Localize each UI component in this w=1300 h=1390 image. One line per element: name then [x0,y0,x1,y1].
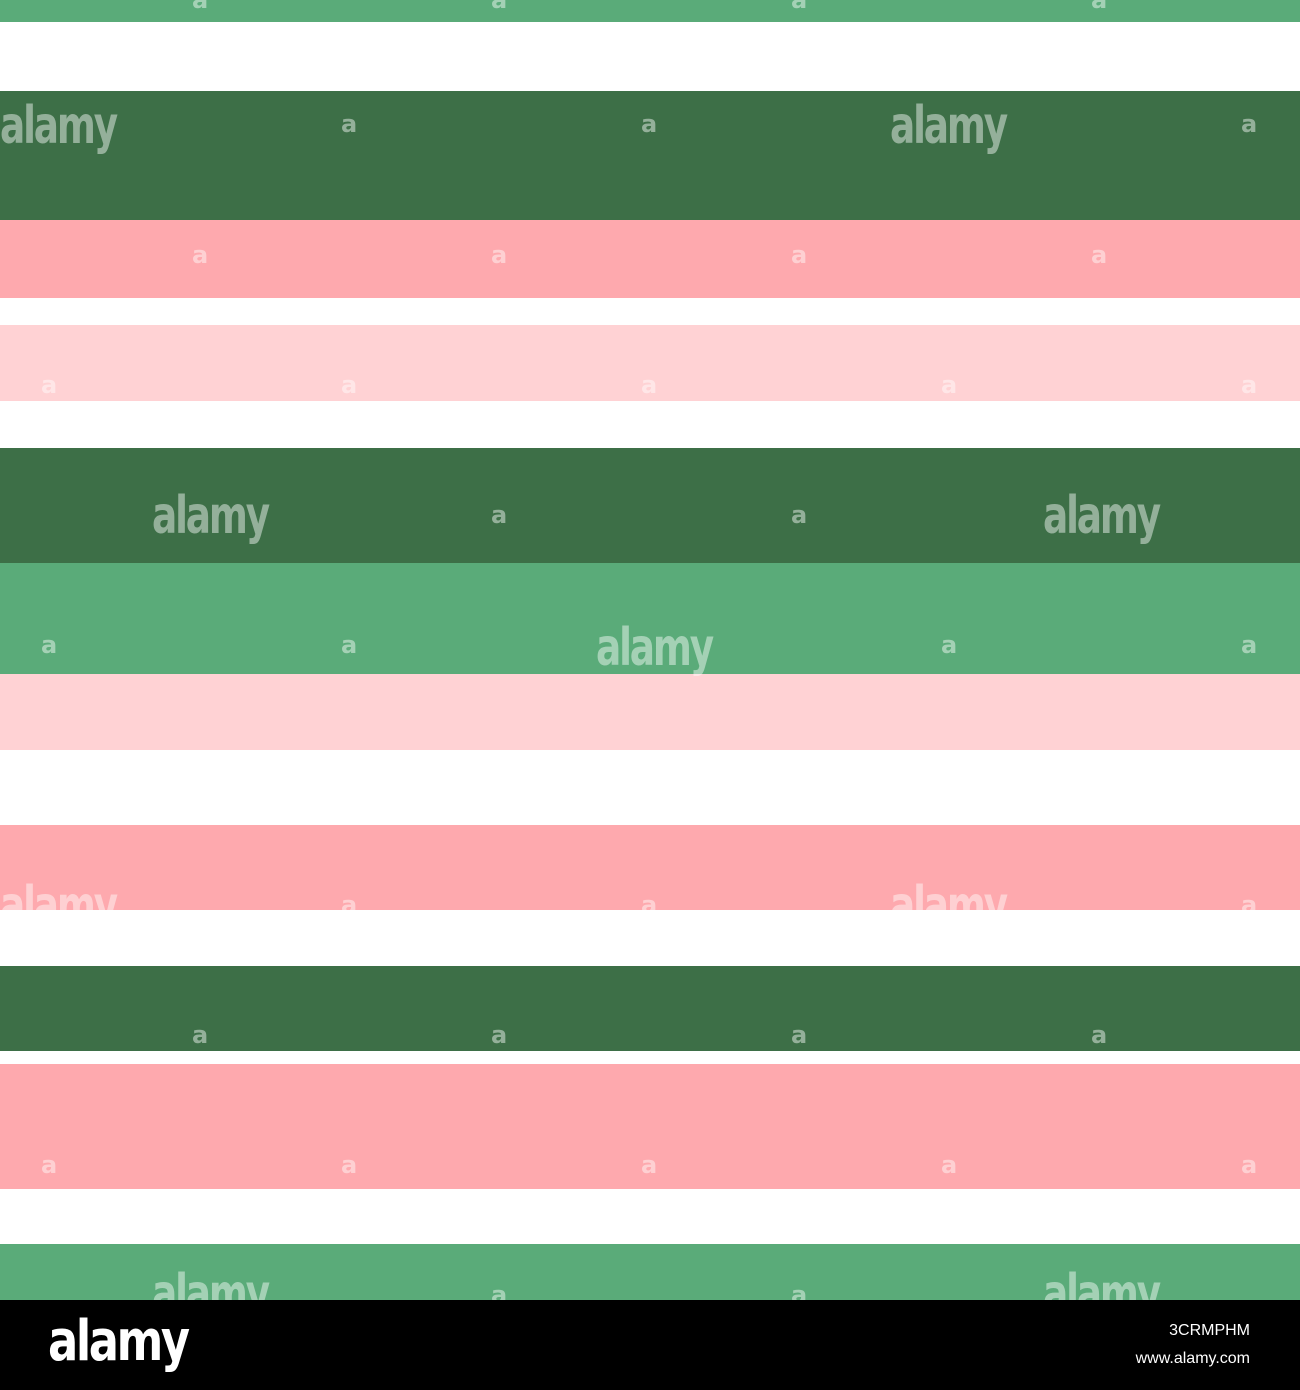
stripe-mid-green [0,0,1300,22]
stripe-white [0,1051,1300,1064]
watermark-letter: a [41,631,58,659]
watermark-letter: a [1091,241,1108,269]
watermark-letter: a [641,371,658,399]
stripe-white [0,750,1300,825]
watermark-letter: a [1241,1151,1258,1179]
watermark-letter: a [641,891,658,919]
alamy-logo: alamy [48,1309,190,1374]
watermark-letter: a [791,501,808,529]
watermark-letter: a [941,1151,958,1179]
watermark-letter: a [192,1021,209,1049]
watermark-letter: a [1241,631,1258,659]
stripe-white [0,910,1300,966]
watermark-letter: a [1241,371,1258,399]
watermark-letter: a [941,371,958,399]
watermark-footer-bar: alamy 3CRMPHM www.alamy.com [0,1300,1300,1390]
stripe-dark-green [0,966,1300,1051]
watermark-letter: a [341,1151,358,1179]
watermark-letter: a [491,501,508,529]
watermark-word: alamy [596,618,714,678]
watermark-word: alamy [1043,1264,1161,1300]
watermark-letter: a [641,1151,658,1179]
watermark-letter: a [1241,891,1258,919]
watermark-letter: a [491,1021,508,1049]
watermark-letter: a [341,110,358,138]
image-id-label: 3CRMPHM [1169,1322,1250,1339]
stripe-white [0,298,1300,325]
watermark-letter: a [341,891,358,919]
stripe-white [0,401,1300,448]
stripe-salmon-pink [0,1064,1300,1189]
watermark-letter: a [491,1281,508,1300]
stripe-light-pink [0,325,1300,401]
stripe-mid-green [0,563,1300,674]
watermark-word: alamy [890,876,1008,936]
watermark-letter: a [941,631,958,659]
watermark-word: alamy [0,96,118,156]
stripe-salmon-pink [0,825,1300,910]
stripe-white [0,22,1300,91]
watermark-letter: a [791,241,808,269]
stripe-light-pink [0,674,1300,750]
watermark-word: alamy [152,1264,270,1300]
stripe-white [0,1189,1300,1244]
watermark-letter: a [41,1151,58,1179]
watermark-letter: a [791,1281,808,1300]
watermark-letter: a [192,241,209,269]
watermark-letter: a [192,0,209,14]
watermark-letter: a [41,371,58,399]
striped-pattern: alamy alamy alamy alamy alamy alamy alamy alamy… [0,0,1300,1300]
watermark-letter: a [1241,110,1258,138]
watermark-letter: a [491,241,508,269]
watermark-letter: a [791,1021,808,1049]
watermark-letter: a [491,0,508,14]
watermark-letter: a [1091,0,1108,14]
watermark-word: alamy [0,876,118,936]
watermark-letter: a [1091,1021,1108,1049]
stripe-dark-green [0,448,1300,563]
watermark-letter: a [641,110,658,138]
watermark-word: alamy [890,96,1008,156]
watermark-word: alamy [152,486,270,546]
stripe-mid-green [0,1244,1300,1300]
watermark-letter: a [341,631,358,659]
watermark-letter: a [341,371,358,399]
watermark-letter: a [791,0,808,14]
stripe-dark-green [0,91,1300,220]
site-url-label: www.alamy.com [1135,1350,1250,1367]
watermark-word: alamy [1043,486,1161,546]
stripe-salmon-pink [0,220,1300,298]
